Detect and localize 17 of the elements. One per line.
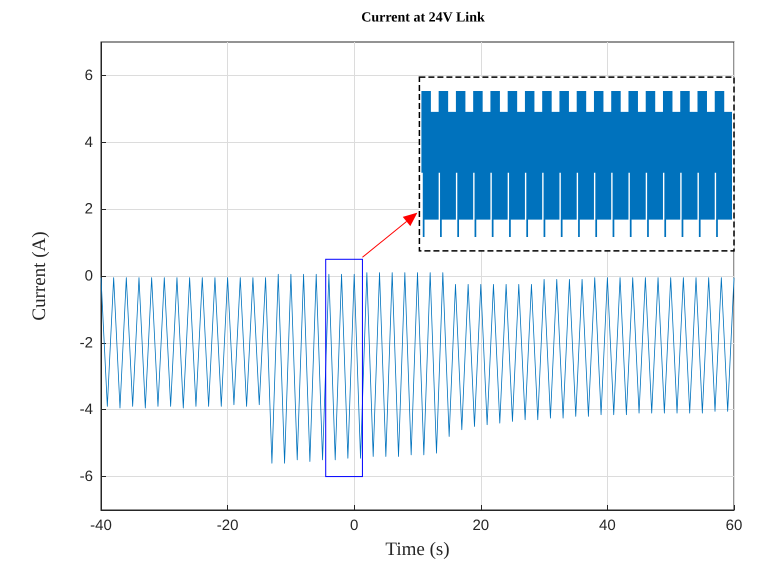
y-tick-label: -2 — [80, 334, 93, 352]
y-tick-label: 2 — [84, 200, 93, 218]
x-tick-label: -40 — [90, 517, 112, 534]
y-tick-label: 0 — [84, 268, 93, 284]
y-tick-label: -4 — [80, 401, 93, 418]
y-tick-label: 6 — [84, 66, 93, 84]
y-axis-title: Current (A) — [29, 231, 50, 321]
y-tick-label: 4 — [84, 134, 93, 151]
x-tick-label: 60 — [726, 517, 742, 534]
x-tick-label: 40 — [599, 517, 616, 534]
y-tick-label: -6 — [80, 468, 93, 486]
x-axis-title: Time (s) — [385, 539, 450, 560]
x-tick-label: 20 — [472, 517, 490, 534]
x-tick-label: -20 — [216, 517, 238, 534]
chart-title: Current at 24V Link — [361, 10, 485, 26]
line-series — [100, 272, 734, 464]
x-tick-label: 0 — [350, 517, 358, 534]
